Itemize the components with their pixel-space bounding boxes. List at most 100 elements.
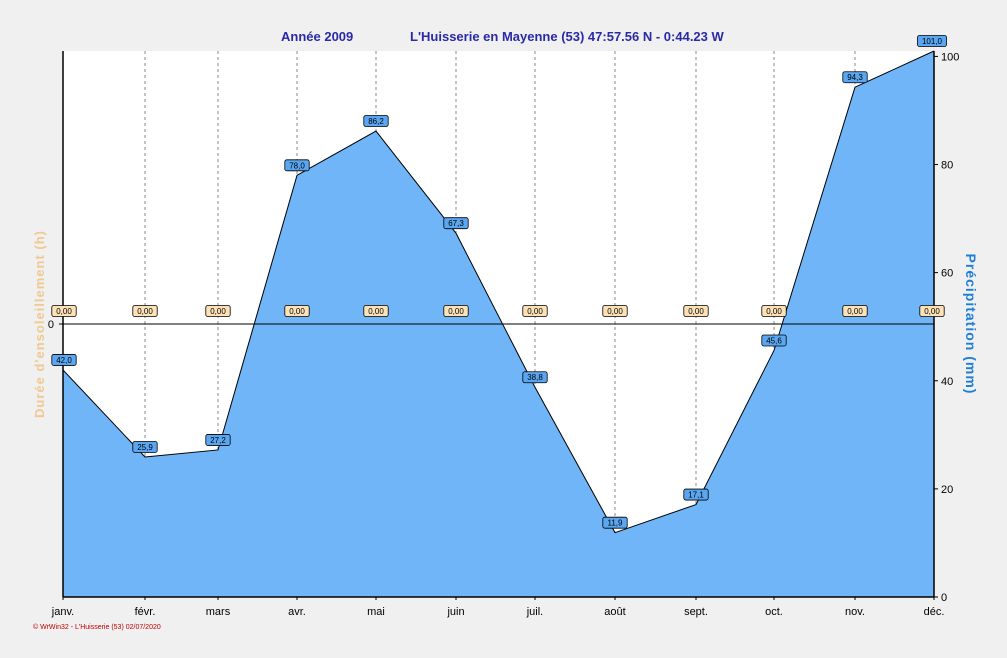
precip-label-nov.: 94,3 <box>842 71 868 84</box>
precipitation-area-layer <box>62 50 935 597</box>
y-left-tick-label-0: 0 <box>48 319 54 331</box>
x-tick-label-déc.: déc. <box>924 606 945 618</box>
x-tick-label-août: août <box>604 606 625 618</box>
precip-label-avr.-box <box>284 159 310 172</box>
x-tick-label-sept.: sept. <box>684 606 708 618</box>
precip-label-avr.: 78,0 <box>284 159 310 172</box>
sunshine-label-janv.-box <box>51 305 77 317</box>
precip-label-oct.-box <box>761 334 787 347</box>
precip-label-août-text: 11,9 <box>608 519 624 528</box>
y-right-tick-label-100: 100 <box>941 51 959 63</box>
y-right-tick-label-0: 0 <box>941 592 947 604</box>
precip-label-mars-box <box>205 434 231 446</box>
precip-label-janv.-box <box>51 354 77 366</box>
sunshine-label-oct.: 0,00 <box>761 305 787 317</box>
sunshine-label-déc.: 0,00 <box>919 305 945 317</box>
sunshine-label-déc.-text: 0,00 <box>924 307 940 316</box>
sunshine-label-avr.: 0,00 <box>284 305 310 317</box>
precip-label-oct.: 45,6 <box>761 334 787 347</box>
sunshine-label-mars-box <box>205 305 231 317</box>
precipitation-line <box>62 50 935 534</box>
precip-label-juil.-box <box>522 371 548 384</box>
x-tick-label-mai: mai <box>367 606 385 618</box>
sunshine-label-mars: 0,00 <box>205 305 231 317</box>
sunshine-label-févr.-text: 0,00 <box>137 307 153 316</box>
precip-label-sept.: 17,1 <box>683 488 709 501</box>
precip-label-janv.: 42,0 <box>51 354 77 366</box>
sunshine-label-juin-box <box>443 305 469 317</box>
precip-label-mars: 27,2 <box>205 434 231 446</box>
x-tick-label-juil.: juil. <box>526 606 544 618</box>
chart-title-location: L'Huisserie en Mayenne (53) 47:57.56 N -… <box>410 29 725 44</box>
precip-label-déc.-box <box>917 35 947 47</box>
precip-label-févr.-box <box>132 441 158 453</box>
sunshine-label-mars-text: 0,00 <box>210 307 226 316</box>
x-tick-label-avr.: avr. <box>288 606 306 618</box>
precip-label-juin-box <box>443 217 469 230</box>
sunshine-label-nov.: 0,00 <box>842 305 868 317</box>
x-tick-label-oct.: oct. <box>765 606 783 618</box>
precip-label-janv.-text: 42,0 <box>56 356 72 365</box>
precip-label-mai-text: 86,2 <box>368 117 384 126</box>
y-axis-left-title: Durée d'ensoleillement (h) <box>32 230 47 418</box>
y-axis-right-title: Précipitation (mm) <box>963 254 979 395</box>
sunshine-label-août-box <box>602 305 628 317</box>
sunshine-label-avr.-text: 0,00 <box>289 307 305 316</box>
data-labels-layer: 42,0 25,9 27,2 78,0 86,2 67,3 38,8 11,9 17,1 45,6… <box>51 35 947 529</box>
precip-label-sept.-box <box>683 488 709 501</box>
sunshine-label-sept.: 0,00 <box>683 305 709 317</box>
x-tick-label-janv.: janv. <box>51 606 74 618</box>
y-right-tick-label-60: 60 <box>941 268 953 280</box>
sunshine-label-mai: 0,00 <box>363 305 389 317</box>
ticks-layer: 0 20 40 60 80 100 0 janv. févr. mars avr. mai juin ju… <box>48 51 959 618</box>
precip-label-oct.-text: 45,6 <box>766 336 782 345</box>
precip-label-août-box <box>602 516 628 529</box>
sunshine-label-janv.-text: 0,00 <box>56 307 72 316</box>
sunshine-label-sept.-box <box>683 305 709 317</box>
precip-label-mars-text: 27,2 <box>210 436 226 445</box>
sunshine-label-nov.-box <box>842 305 868 317</box>
precip-label-juil.-text: 38,8 <box>527 373 543 382</box>
precip-label-avr.-text: 78,0 <box>289 161 305 170</box>
y-right-tick-label-40: 40 <box>941 376 953 388</box>
precip-label-mai: 86,2 <box>363 115 389 127</box>
x-tick-label-mars: mars <box>206 606 231 618</box>
sunshine-label-janv.: 0,00 <box>51 305 77 317</box>
sunshine-label-mai-box <box>363 305 389 317</box>
sunshine-label-juin: 0,00 <box>443 305 469 317</box>
sunshine-label-mai-text: 0,00 <box>368 307 384 316</box>
sunshine-label-oct.-text: 0,00 <box>766 307 782 316</box>
sunshine-label-juin-text: 0,00 <box>448 307 464 316</box>
credit-text: © WrWin32 - L'Huisserie (53) 02/07/2020 <box>33 623 161 631</box>
sunshine-label-févr.-box <box>132 305 158 317</box>
precip-label-août: 11,9 <box>602 516 628 529</box>
sunshine-label-nov.-text: 0,00 <box>847 307 863 316</box>
precip-label-nov.-box <box>842 71 868 84</box>
sunshine-label-déc.-box <box>919 305 945 317</box>
x-tick-label-nov.: nov. <box>845 606 865 618</box>
sunshine-label-avr.-box <box>284 305 310 317</box>
precip-label-sept.-text: 17,1 <box>688 491 704 500</box>
x-tick-label-juin: juin <box>446 606 464 618</box>
precip-label-nov.-text: 94,3 <box>847 73 863 82</box>
precip-label-févr.-text: 25,9 <box>137 443 153 452</box>
precip-label-févr.: 25,9 <box>132 441 158 453</box>
precip-label-juin-text: 67,3 <box>448 219 464 228</box>
precip-label-déc.-text: 101,0 <box>922 37 943 46</box>
precip-label-juin: 67,3 <box>443 217 469 230</box>
sunshine-label-sept.-text: 0,00 <box>688 307 704 316</box>
sunshine-label-juil.-box <box>522 305 548 317</box>
y-right-tick-label-20: 20 <box>941 484 953 496</box>
sunshine-label-juil.-text: 0,00 <box>527 307 543 316</box>
sunshine-label-févr.: 0,00 <box>132 305 158 317</box>
chart-title-year: Année 2009 <box>281 29 353 44</box>
precip-label-juil.: 38,8 <box>522 371 548 384</box>
y-right-tick-label-80: 80 <box>941 160 953 172</box>
x-tick-label-févr.: févr. <box>135 606 156 618</box>
sunshine-label-août-text: 0,00 <box>607 307 623 316</box>
precip-label-mai-box <box>363 115 389 127</box>
precip-label-déc.: 101,0 <box>917 35 947 47</box>
sunshine-label-juil.: 0,00 <box>522 305 548 317</box>
